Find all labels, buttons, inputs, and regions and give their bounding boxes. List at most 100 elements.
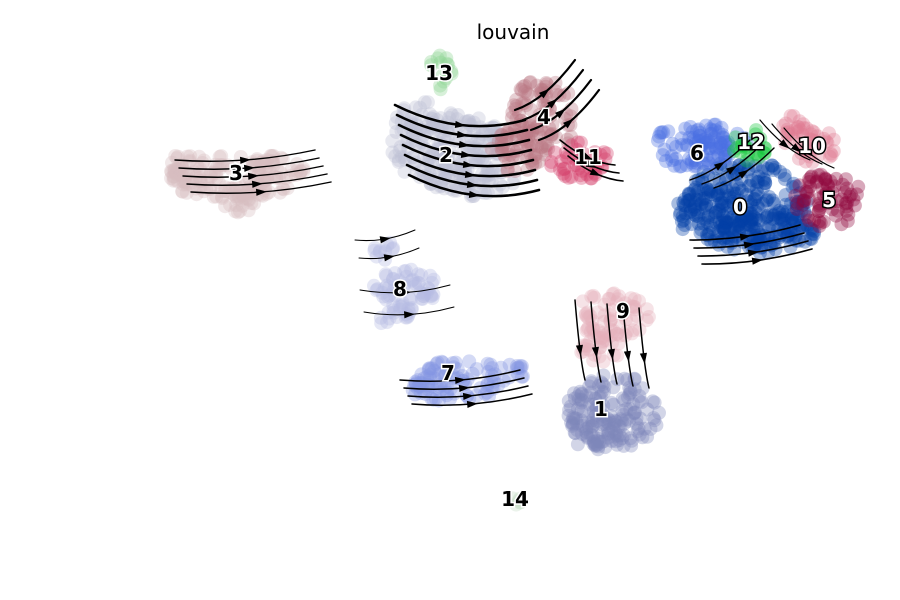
cell-point bbox=[373, 243, 387, 258]
cluster-label-13: 13 bbox=[425, 61, 453, 85]
cell-point bbox=[701, 168, 715, 182]
cell-point bbox=[627, 300, 642, 314]
cell-point bbox=[607, 429, 622, 444]
cell-point bbox=[558, 169, 572, 183]
cell-point bbox=[469, 362, 484, 377]
cell-point bbox=[404, 292, 418, 307]
cell-point bbox=[711, 125, 726, 140]
cell-point bbox=[708, 139, 723, 154]
cell-point bbox=[434, 354, 449, 369]
cell-point bbox=[579, 388, 593, 403]
cell-point bbox=[411, 276, 426, 291]
cell-point bbox=[668, 152, 683, 166]
cell-point bbox=[510, 366, 525, 381]
cell-point bbox=[249, 153, 264, 168]
cell-point bbox=[512, 491, 527, 506]
cell-point bbox=[826, 132, 841, 147]
cell-point bbox=[407, 279, 422, 294]
cell-point bbox=[606, 415, 621, 430]
cell-point bbox=[778, 220, 793, 235]
cell-point bbox=[610, 437, 625, 452]
streamline-arrowhead bbox=[458, 140, 470, 149]
cell-point bbox=[402, 291, 417, 306]
cell-point bbox=[787, 213, 802, 228]
cell-point bbox=[715, 198, 730, 213]
cell-point bbox=[676, 195, 691, 210]
cell-point bbox=[717, 220, 732, 235]
cell-point bbox=[623, 431, 638, 446]
cell-point bbox=[495, 139, 510, 154]
cell-point bbox=[423, 367, 438, 382]
cell-point bbox=[185, 175, 200, 190]
cell-point bbox=[777, 211, 792, 226]
cell-point bbox=[702, 182, 717, 197]
cell-point bbox=[694, 222, 709, 237]
cell-point bbox=[718, 149, 733, 164]
cell-point bbox=[783, 239, 798, 254]
cell-point bbox=[716, 209, 731, 223]
cell-point bbox=[520, 86, 535, 101]
cell-point bbox=[713, 135, 728, 150]
cell-point bbox=[795, 198, 810, 212]
cell-point bbox=[655, 148, 670, 163]
cell-point bbox=[796, 121, 811, 135]
cell-point bbox=[514, 369, 529, 384]
cell-point bbox=[692, 193, 707, 208]
cell-point bbox=[591, 323, 606, 338]
cell-point bbox=[838, 185, 853, 200]
cell-point bbox=[595, 334, 610, 348]
cell-point bbox=[601, 430, 616, 445]
cell-point bbox=[502, 357, 517, 372]
cell-point bbox=[624, 313, 639, 328]
cell-point bbox=[615, 404, 630, 419]
cell-point bbox=[647, 413, 662, 428]
cell-point bbox=[809, 141, 824, 156]
cell-point bbox=[218, 184, 232, 199]
streamline-arrowhead bbox=[779, 139, 790, 149]
cell-point bbox=[448, 355, 463, 370]
cell-point bbox=[561, 136, 576, 151]
cell-point bbox=[381, 305, 396, 320]
cell-point bbox=[841, 207, 856, 222]
cell-point bbox=[838, 196, 853, 211]
cell-point bbox=[718, 180, 733, 195]
cell-point bbox=[386, 241, 401, 256]
cell-point bbox=[583, 397, 597, 412]
cell-point bbox=[635, 430, 650, 445]
cell-point bbox=[799, 185, 814, 200]
cell-point bbox=[741, 179, 756, 194]
cell-point bbox=[714, 182, 729, 197]
cell-point bbox=[529, 78, 544, 93]
cell-point bbox=[639, 302, 654, 317]
cell-point bbox=[404, 273, 419, 288]
cell-point bbox=[727, 213, 742, 228]
cell-point bbox=[849, 187, 864, 202]
cell-point bbox=[745, 212, 760, 227]
cell-point bbox=[293, 164, 308, 179]
cell-point bbox=[805, 124, 820, 139]
cell-point bbox=[699, 182, 714, 197]
cell-point bbox=[602, 413, 617, 428]
cell-point bbox=[420, 95, 435, 110]
cell-point bbox=[175, 184, 190, 199]
cell-point bbox=[378, 244, 393, 259]
cell-point bbox=[624, 433, 639, 448]
cell-point bbox=[815, 181, 830, 196]
streamline-arrowhead bbox=[751, 257, 763, 265]
cell-point bbox=[509, 99, 524, 114]
cell-point bbox=[566, 410, 581, 425]
cell-point bbox=[792, 151, 806, 166]
cell-point bbox=[783, 109, 798, 123]
cell-point bbox=[422, 361, 436, 376]
cell-point bbox=[609, 326, 624, 341]
cell-point bbox=[436, 74, 451, 89]
cell-point bbox=[386, 271, 401, 286]
cell-point bbox=[597, 379, 612, 394]
cell-point bbox=[212, 161, 227, 176]
cell-point bbox=[732, 158, 747, 173]
cell-point bbox=[262, 185, 277, 200]
cell-point bbox=[607, 417, 622, 432]
cell-point bbox=[683, 205, 698, 220]
cell-point bbox=[826, 144, 841, 159]
cell-point bbox=[607, 413, 622, 428]
